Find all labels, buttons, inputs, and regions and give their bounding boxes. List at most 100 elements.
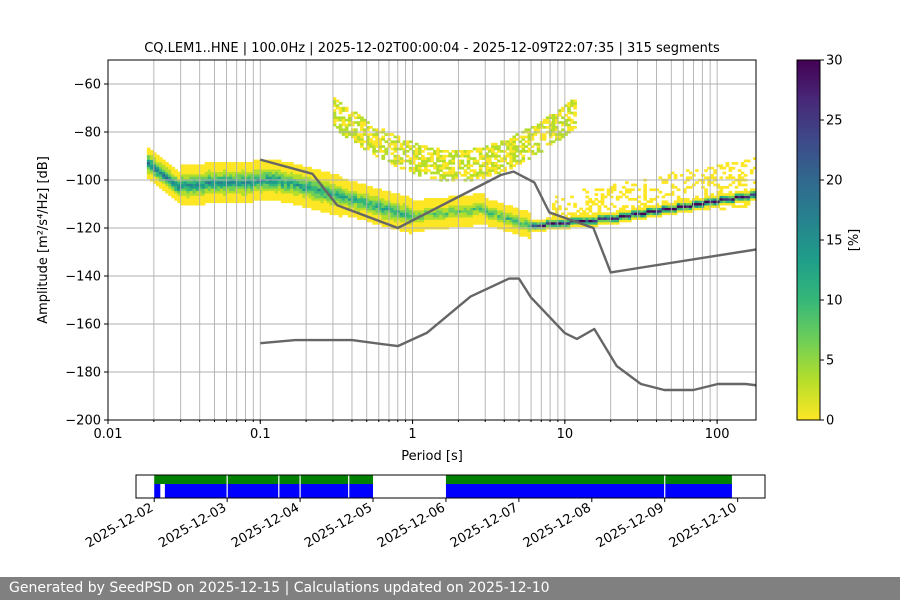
psd-cell — [481, 219, 486, 223]
psd-cell — [219, 198, 224, 201]
psd-cell — [223, 195, 227, 199]
psd-cell — [308, 198, 312, 201]
psd-cell — [725, 162, 730, 165]
psd-cell — [366, 200, 370, 204]
psd-cell — [411, 207, 416, 211]
colorbar-tick-label: 20 — [826, 174, 843, 189]
psd-cell — [558, 121, 562, 124]
psd-cell — [347, 198, 352, 201]
psd-cell — [375, 193, 379, 196]
psd-cell — [475, 150, 480, 153]
psd-cell — [247, 188, 252, 192]
psd-cell — [594, 202, 599, 206]
psd-cell — [445, 222, 449, 225]
psd-cell — [299, 164, 303, 168]
psd-cell — [390, 133, 395, 136]
psd-cell — [280, 198, 285, 201]
psd-cell — [308, 186, 312, 189]
psd-cell — [350, 202, 355, 206]
psd-cell — [189, 166, 194, 170]
psd-cell — [357, 207, 361, 211]
psd-cell — [350, 133, 355, 136]
psd-cell — [393, 202, 398, 206]
psd-cell — [329, 210, 334, 213]
psd-cell — [366, 188, 370, 192]
psd-cell — [299, 188, 303, 192]
psd-cell — [402, 166, 407, 170]
psd-cell — [591, 219, 596, 223]
psd-cell — [436, 217, 440, 220]
psd-cell — [335, 193, 340, 196]
psd-cell — [655, 214, 660, 218]
psd-cell — [259, 176, 264, 180]
psd-cell — [615, 195, 620, 199]
psd-cell — [506, 222, 510, 225]
psd-cell — [481, 195, 486, 199]
psd-cell — [533, 126, 538, 129]
colorbar-tick-label: 15 — [826, 234, 843, 249]
psd-cell — [314, 190, 319, 194]
psd-cell — [165, 164, 169, 168]
psd-cell — [679, 210, 684, 213]
psd-cell — [472, 214, 477, 218]
psd-cell — [271, 164, 276, 168]
psd-cell — [146, 176, 151, 180]
psd-cell — [612, 186, 617, 189]
psd-cell — [192, 181, 197, 184]
psd-cell — [417, 224, 422, 228]
psd-cell — [542, 133, 547, 136]
psd-cell — [561, 217, 565, 220]
psd-cell — [728, 198, 733, 201]
psd-cell — [216, 190, 221, 194]
psd-cell — [442, 162, 446, 165]
psd-cell — [469, 214, 474, 218]
psd-cell — [570, 224, 574, 228]
psd-cell — [451, 159, 456, 163]
psd-cell — [457, 219, 462, 223]
psd-cell — [286, 162, 291, 165]
psd-cell — [606, 190, 611, 194]
psd-cell — [707, 183, 711, 187]
psd-cell — [152, 166, 157, 170]
psd-cell — [436, 224, 440, 228]
psd-cell — [743, 164, 748, 168]
psd-cell — [335, 126, 340, 129]
psd-cell — [460, 210, 465, 213]
psd-cell — [302, 166, 306, 170]
psd-cell — [232, 183, 236, 187]
psd-cell — [399, 219, 404, 223]
psd-cell — [256, 166, 261, 170]
psd-cell — [384, 190, 389, 194]
psd-cell — [518, 217, 523, 220]
psd-cell — [661, 207, 666, 211]
psd-cell — [213, 190, 218, 194]
psd-cell — [704, 198, 708, 201]
psd-cell — [247, 169, 252, 172]
psd-cell — [640, 202, 644, 206]
psd-cell — [186, 183, 191, 187]
psd-cell — [177, 181, 181, 184]
psd-cell — [731, 181, 736, 184]
psd-cell — [326, 188, 331, 192]
psd-cell — [229, 183, 233, 187]
psd-cell — [171, 174, 175, 177]
psd-cell — [238, 193, 242, 196]
psd-cell — [180, 186, 185, 189]
psd-cell — [408, 145, 413, 148]
psd-cell — [229, 164, 233, 168]
psd-cell — [353, 200, 358, 204]
psd-cell — [487, 169, 492, 172]
psd-cell — [618, 195, 623, 199]
psd-cell — [506, 147, 510, 151]
psd-cell — [408, 231, 413, 235]
psd-cell — [743, 174, 748, 177]
psd-cell — [338, 207, 343, 211]
psd-cell — [247, 198, 252, 201]
psd-cell — [420, 162, 425, 165]
psd-cell — [350, 114, 355, 117]
psd-cell — [293, 169, 297, 172]
psd-cell — [509, 152, 513, 156]
psd-cell — [207, 195, 212, 199]
psd-cell — [530, 224, 535, 228]
psd-cell — [320, 210, 325, 213]
